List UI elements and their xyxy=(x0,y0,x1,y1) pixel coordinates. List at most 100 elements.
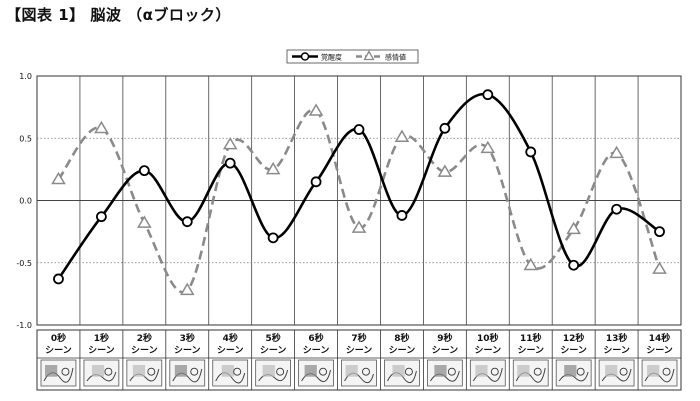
x-category-label: 12秒 xyxy=(563,332,585,344)
data-point-circle xyxy=(181,216,193,228)
data-point-circle xyxy=(482,89,494,101)
x-category-sublabel: シーン xyxy=(517,345,544,356)
scene-thumbnail xyxy=(169,359,206,387)
data-point-triangle xyxy=(437,164,453,177)
y-tick-label: 0.5 xyxy=(19,134,32,143)
x-category-label: 0秒 xyxy=(51,332,66,344)
data-point-circle xyxy=(96,211,107,223)
thumbnail-figure xyxy=(91,365,105,377)
x-category-sublabel: シーン xyxy=(131,345,158,356)
thumbnail-figure xyxy=(564,365,577,377)
scene-thumbnail xyxy=(341,359,377,387)
x-category-sublabel: シーン xyxy=(217,345,244,356)
thumbnail-head xyxy=(490,367,499,376)
data-point-circle xyxy=(654,226,665,238)
legend-marker-triangle xyxy=(363,50,375,61)
thumbnail-head xyxy=(233,367,242,376)
x-category-label: 10秒 xyxy=(477,332,499,344)
scene-thumbnail xyxy=(426,359,463,387)
data-point-triangle xyxy=(566,221,581,235)
x-category-label: 2秒 xyxy=(137,332,152,344)
thumbnail-head xyxy=(447,367,456,376)
thumbnail-figure xyxy=(647,365,660,377)
y-tick-label: -1.0 xyxy=(16,321,32,330)
data-point-triangle xyxy=(394,129,410,142)
x-category-label: 1秒 xyxy=(94,332,109,344)
legend-box xyxy=(286,49,419,64)
thumbnail-head xyxy=(147,367,156,376)
data-point-circle xyxy=(53,273,64,285)
thumbnail-figure xyxy=(475,365,488,377)
thumbnail-head xyxy=(533,367,542,376)
x-category-sublabel: シーン xyxy=(603,345,630,356)
x-category-sublabel: シーン xyxy=(432,345,459,356)
data-point-circle xyxy=(611,203,622,215)
scene-thumbnail xyxy=(126,359,163,387)
x-category-label: 13秒 xyxy=(606,332,628,344)
y-tick-label: 0.0 xyxy=(19,197,32,206)
data-point-circle xyxy=(267,232,279,244)
data-point-triangle xyxy=(351,220,367,233)
data-point-triangle xyxy=(652,261,667,274)
scene-thumbnail xyxy=(469,359,506,387)
scene-thumbnail xyxy=(555,359,592,387)
x-category-sublabel: シーン xyxy=(174,345,201,356)
thumbnail-head xyxy=(319,367,328,376)
thumbnail-figure xyxy=(262,365,275,377)
scene-thumbnail xyxy=(298,359,334,387)
scene-thumbnail xyxy=(641,359,678,387)
x-category-label: 8秒 xyxy=(394,332,409,344)
data-point-triangle xyxy=(137,215,152,228)
thumbnail-head xyxy=(404,367,413,376)
thumbnail-sketch xyxy=(387,370,417,384)
thumbnail-figure xyxy=(132,365,146,377)
scene-thumbnail xyxy=(384,359,420,387)
x-category-sublabel: シーン xyxy=(475,345,502,356)
data-point-triangle xyxy=(523,257,539,271)
data-point-circle xyxy=(568,259,580,271)
data-point-circle xyxy=(396,210,408,221)
x-category-sublabel: シーン xyxy=(303,345,330,356)
thumbnail-frame xyxy=(555,359,592,387)
thumbnail-frame xyxy=(212,359,249,387)
data-point-circle xyxy=(353,124,365,135)
thumbnail-figure xyxy=(605,365,618,377)
thumbnail-frame xyxy=(40,359,77,387)
x-category-sublabel: シーン xyxy=(646,345,673,356)
data-point-circle xyxy=(224,157,236,169)
x-category-label: 14秒 xyxy=(649,332,671,344)
scene-thumbnail xyxy=(212,359,249,387)
y-tick-label: -0.5 xyxy=(16,259,32,268)
x-category-label: 4秒 xyxy=(223,332,238,344)
data-point-triangle xyxy=(308,103,324,116)
thumbnail-head xyxy=(276,367,285,376)
x-category-sublabel: シーン xyxy=(346,345,373,356)
x-category-sublabel: シーン xyxy=(389,345,416,356)
thumbnail-figure xyxy=(304,365,317,377)
data-point-triangle xyxy=(51,171,66,185)
data-point-circle xyxy=(310,176,322,188)
thumbnail-head xyxy=(662,367,671,376)
thumbnail-head xyxy=(104,367,113,376)
x-category-label: 3秒 xyxy=(180,332,195,344)
scene-thumbnail xyxy=(512,359,549,387)
x-category-label: 5秒 xyxy=(266,332,281,344)
thumbnail-head xyxy=(576,367,585,376)
thumbnail-sketch xyxy=(558,371,589,382)
data-point-triangle xyxy=(480,140,496,154)
legend-label-emotion: 感情値 xyxy=(385,53,406,62)
thumbnail-figure xyxy=(392,365,405,377)
thumbnail-head xyxy=(190,367,199,376)
thumbnail-figure xyxy=(345,365,358,377)
scene-thumbnail xyxy=(255,359,292,387)
data-point-triangle xyxy=(609,145,624,159)
thumbnail-head xyxy=(362,367,370,376)
thumbnail-figure xyxy=(45,365,58,377)
x-category-label: 6秒 xyxy=(308,332,323,344)
scene-thumbnail xyxy=(40,359,77,387)
data-point-triangle xyxy=(222,136,238,150)
data-point-triangle xyxy=(265,161,281,175)
thumbnail-figure xyxy=(517,365,530,377)
thumbnail-figure xyxy=(174,365,188,377)
